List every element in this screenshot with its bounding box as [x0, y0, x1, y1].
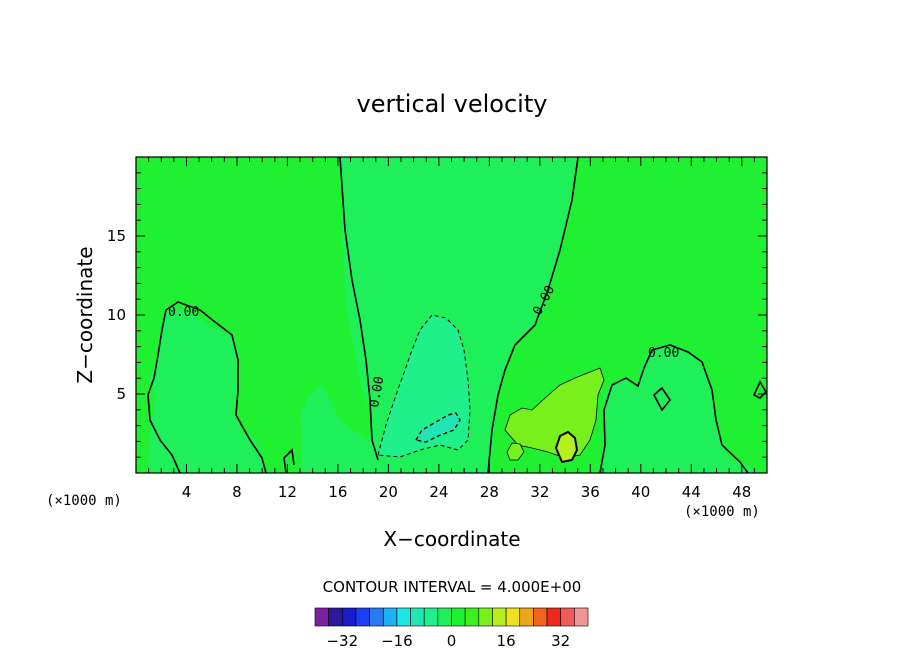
x-unit-left: (×1000 m) [46, 493, 122, 509]
plot-area: 0.00 0.00 0.00 0.00 [135, 156, 768, 474]
colorbar-swatch [396, 607, 411, 627]
x-unit-right: (×1000 m) [684, 504, 760, 520]
region-updraft [504, 367, 605, 459]
x-tick-label: 28 [480, 483, 499, 501]
x-tick-label: 12 [278, 483, 297, 501]
contour-interval-label: CONTOUR INTERVAL = 4.000E+00 [323, 578, 582, 596]
region-near-zero-left [148, 305, 266, 473]
colorbar-swatch [560, 607, 575, 627]
x-tick-label: 36 [581, 483, 600, 501]
colorbar-swatch [451, 607, 466, 627]
y-axis-title: Z−coordinate [73, 246, 97, 383]
colorbar-swatch [382, 607, 398, 627]
colorbar-swatch [492, 607, 507, 627]
contour-label-right: 0.00 [648, 346, 679, 361]
x-tick-label: 48 [732, 483, 751, 501]
chart-title: vertical velocity [357, 90, 548, 118]
colorbar-swatch [341, 607, 357, 627]
contour-label-center-left: 0.00 [367, 375, 387, 408]
x-tick-label: 4 [182, 483, 192, 501]
y-tick-label: 5 [116, 385, 126, 403]
colorbar-swatch [574, 607, 589, 627]
region-updraft-core [554, 430, 579, 464]
x-tick-label: 8 [232, 483, 242, 501]
colorbar-swatch [314, 607, 329, 627]
colorbar-swatch [369, 607, 384, 627]
y-tick-label: 10 [107, 306, 126, 324]
region-downdraft-core [414, 412, 461, 443]
colorbar-swatch [423, 607, 439, 627]
region-near-zero-right [600, 345, 755, 473]
x-tick-label: 44 [682, 483, 701, 501]
colorbar-tick-label: −32 [326, 632, 358, 650]
colorbar-swatch [410, 607, 425, 627]
colorbar-swatch [355, 607, 370, 627]
contour-zero-plume-right [487, 156, 579, 474]
region-updraft-small [506, 442, 525, 461]
colorbar-tick-label: −16 [381, 632, 413, 650]
contour-zero-small-a [283, 448, 295, 474]
x-tick-label: 16 [328, 483, 347, 501]
colorbar-tick-label: 32 [551, 632, 570, 650]
contour-zero-left [147, 301, 267, 474]
contour-label-left: 0.00 [168, 305, 199, 320]
x-tick-label: 24 [429, 483, 448, 501]
contour-zero-right [599, 344, 749, 474]
colorbar-swatch [505, 607, 521, 627]
colorbar: −32 −16 0 16 32 [314, 607, 589, 650]
x-tick-label: 32 [530, 483, 549, 501]
colorbar-swatch [533, 607, 548, 627]
y-tick-label: 15 [107, 227, 126, 245]
contour-zero-plume-left [339, 156, 379, 461]
colorbar-swatch [437, 607, 452, 627]
colorbar-swatch [478, 607, 493, 627]
colorbar-swatch [519, 607, 534, 627]
x-tick-label: 40 [631, 483, 650, 501]
x-axis-title: X−coordinate [383, 527, 520, 551]
colorbar-swatch [328, 607, 343, 627]
colorbar-swatch [464, 607, 480, 627]
colorbar-tick-label: 0 [447, 632, 457, 650]
colorbar-swatch [546, 607, 561, 627]
x-tick-label: 20 [379, 483, 398, 501]
contour-zero-small-c [652, 386, 671, 412]
contour-zero-small-b [752, 380, 768, 399]
colorbar-tick-label: 16 [497, 632, 516, 650]
zero-contours [147, 156, 768, 474]
